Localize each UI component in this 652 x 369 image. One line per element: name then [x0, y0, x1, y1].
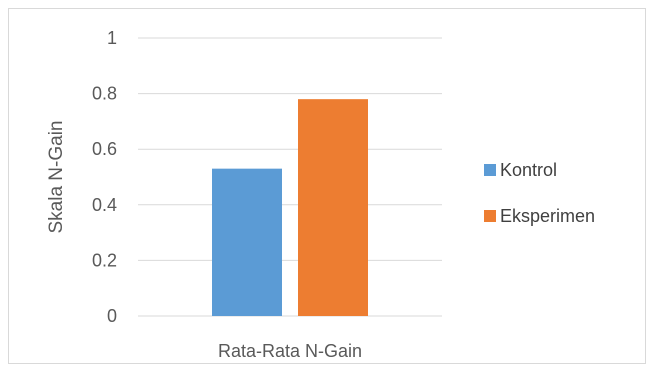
y-tick-label: 0 [107, 306, 117, 326]
legend-label-kontrol: Kontrol [500, 160, 557, 180]
y-tick-label: 1 [107, 28, 117, 48]
x-category-label: Rata-Rata N-Gain [218, 341, 362, 361]
x-axis-tick-labels: Rata-Rata N-Gain [218, 341, 362, 361]
bars [212, 99, 368, 316]
legend-swatch-kontrol [484, 164, 496, 176]
y-tick-label: 0.8 [92, 84, 117, 104]
bar-kontrol [212, 168, 282, 316]
y-axis-tick-labels: 0 0.2 0.4 0.6 0.8 1 [92, 28, 117, 326]
y-axis-title: Skala N-Gain [46, 121, 67, 234]
y-tick-label: 0.4 [92, 195, 117, 215]
legend-swatch-eksperimen [484, 210, 496, 222]
y-tick-label: 0.6 [92, 139, 117, 159]
y-tick-label: 0.2 [92, 250, 117, 270]
bar-eksperimen [298, 99, 368, 316]
gridlines [138, 37, 442, 317]
legend: Kontrol Eksperimen [484, 160, 595, 226]
legend-label-eksperimen: Eksperimen [500, 206, 595, 226]
